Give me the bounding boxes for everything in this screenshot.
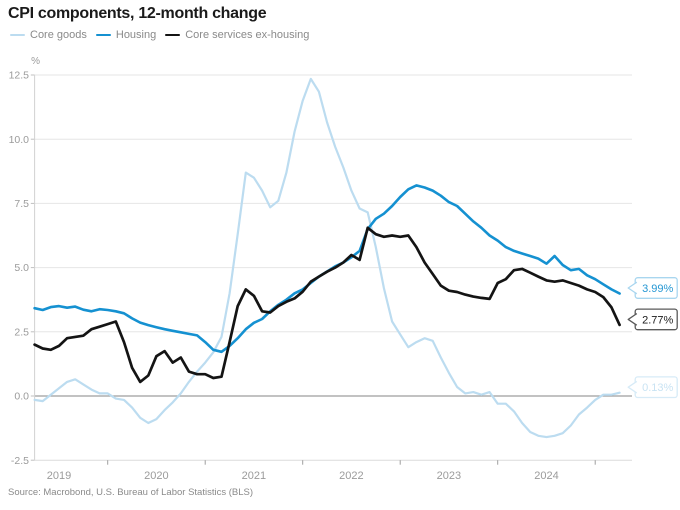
y-tick-label: 5.0 xyxy=(14,262,29,274)
series-line-housing xyxy=(33,184,621,354)
callout-pointer-fill xyxy=(628,313,637,326)
x-tick-label: 2022 xyxy=(339,470,363,482)
callout-pointer-fill xyxy=(628,282,637,294)
callout-label: 2.77% xyxy=(642,314,673,326)
page-title: CPI components, 12-month change xyxy=(8,5,267,22)
source-note: Source: Macrobond, U.S. Bureau of Labor … xyxy=(8,487,254,498)
series-line-core-services xyxy=(33,226,621,384)
callout-pointer-fill xyxy=(628,381,637,393)
y-tick-label: 0.0 xyxy=(14,391,29,403)
callout-housing: 3.99% xyxy=(627,277,678,299)
y-tick-label: 7.5 xyxy=(14,198,29,210)
legend-item-core-services: Core services ex-housing xyxy=(165,29,309,41)
callout-label: 3.99% xyxy=(642,283,673,295)
y-tick-label: 10.0 xyxy=(9,134,30,146)
housing-swatch-icon xyxy=(95,33,111,37)
legend-item-core-goods: Core goods xyxy=(10,29,87,41)
x-tick-label: 2020 xyxy=(144,470,168,482)
legend-item-housing: Housing xyxy=(95,29,157,41)
callout-pointer-icon xyxy=(627,281,638,295)
legend: Core goods Housing Core services ex-hous… xyxy=(10,29,309,41)
x-tick-label: 2019 xyxy=(47,470,71,482)
callout-pointer-icon xyxy=(627,380,638,394)
callout-core-services: 2.77% xyxy=(627,308,678,331)
y-tick-label: 2.5 xyxy=(14,326,29,338)
y-axis-unit-label: % xyxy=(31,56,40,67)
legend-label-core-goods: Core goods xyxy=(30,29,87,41)
y-tick-label: -2.5 xyxy=(11,455,29,467)
x-tick-label: 2023 xyxy=(437,470,461,482)
core-goods-swatch-icon xyxy=(10,33,25,37)
callout-core-goods: 0.13% xyxy=(627,376,678,399)
y-tick-label: 12.5 xyxy=(9,70,30,82)
x-tick-label: 2024 xyxy=(534,470,558,482)
legend-label-housing: Housing xyxy=(115,29,157,41)
series-line-core-goods xyxy=(33,77,621,439)
x-tick-label: 2021 xyxy=(242,470,266,482)
callout-pointer-icon xyxy=(627,313,638,326)
core-services-swatch-icon xyxy=(165,33,181,37)
callout-label: 0.13% xyxy=(642,382,673,394)
legend-label-core-services: Core services ex-housing xyxy=(185,29,310,41)
